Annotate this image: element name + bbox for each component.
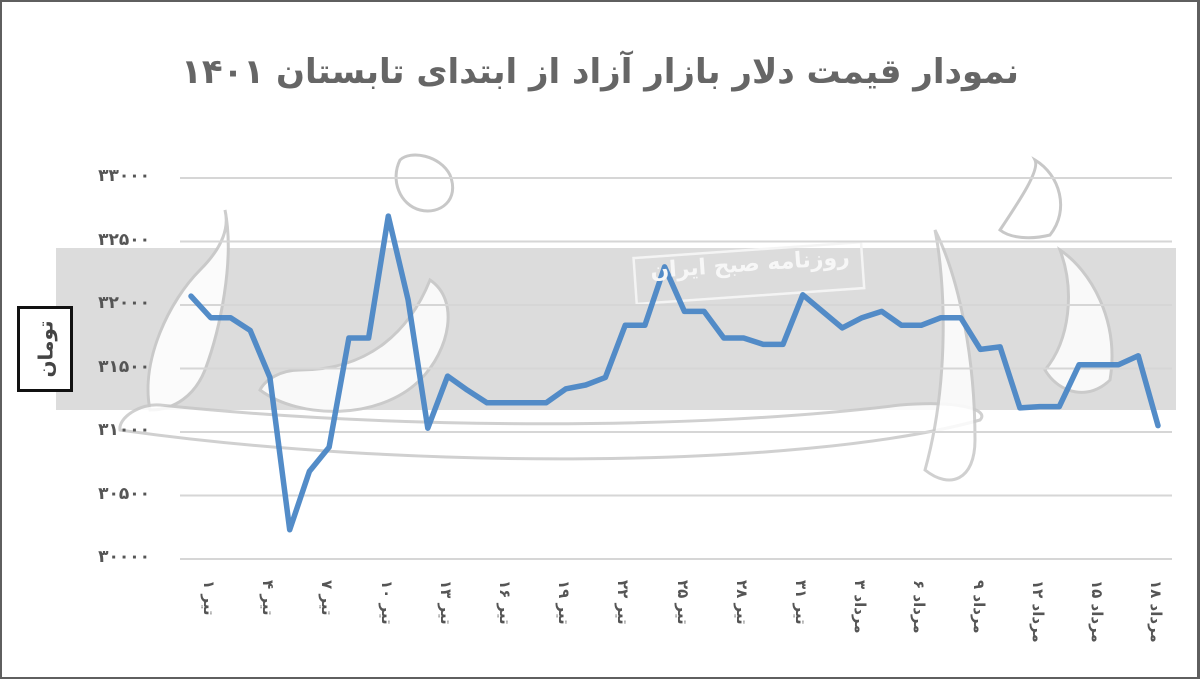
x-tick-label: تیر ۱۰ [377,580,396,625]
y-axis-unit-label: تومان [33,320,58,378]
y-tick-label: ۳۰۵۰۰ [98,483,150,504]
y-axis-unit-box: تومان [17,306,73,392]
x-tick-label: مرداد ۱۲ [1028,580,1047,643]
x-tick-label: تیر ۲۵ [673,580,692,625]
x-tick-label: تیر ۱۳ [436,580,455,625]
y-tick-label: ۳۱۰۰۰ [98,420,150,440]
chart-title: نمودار قیمت دلار بازار آزاد از ابتدای تا… [181,52,1019,92]
x-tick-label: تیر ۲۲ [614,580,633,625]
x-tick-label: تیر ۱ [200,580,218,616]
x-tick-label: تیر ۲۸ [732,580,751,625]
price-line [188,213,1161,533]
y-tick-label: ۳۲۵۰۰ [98,229,150,250]
x-tick-label: تیر ۴ [259,580,278,616]
x-tick-label: تیر ۱۹ [555,580,574,625]
y-tick-label: ۳۱۵۰۰ [98,356,150,377]
watermark-band [56,248,1176,410]
x-tick-label: تیر ۳۱ [792,580,811,625]
x-tick-label: تیر ۱۶ [496,580,515,625]
x-tick-label: مرداد ۱۵ [1088,580,1107,643]
x-tick-label: مرداد ۹ [969,580,988,634]
x-tick-label: تیر ۷ [318,580,337,616]
watermark-logo [56,153,1176,482]
y-tick-label: ۳۳۰۰۰ [98,166,150,186]
x-tick-label: مرداد ۳ [851,580,870,634]
y-tick-label: ۳۲۰۰۰ [98,293,150,313]
y-tick-label: ۳۰۰۰۰ [98,547,150,567]
x-tick-label: مرداد ۶ [910,580,929,634]
x-tick-label: مرداد ۱۸ [1147,580,1166,643]
